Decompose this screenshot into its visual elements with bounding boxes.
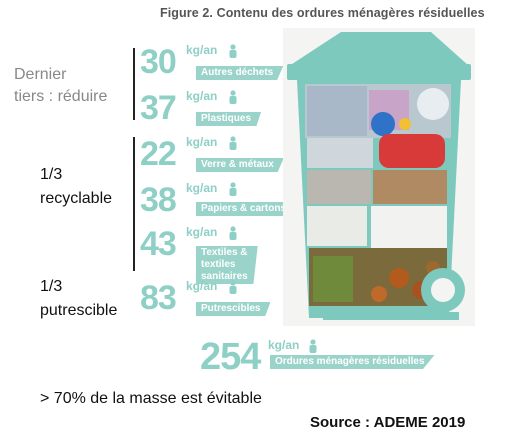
person-icon: [229, 226, 237, 240]
row-label: Putrescibles: [196, 302, 271, 316]
row-value: 30: [140, 43, 177, 81]
row-value: 22: [140, 135, 177, 173]
person-icon: [229, 136, 237, 150]
recyclable-label: recyclable: [40, 190, 113, 207]
putrescible-fraction: 1/3: [40, 278, 63, 295]
person-icon: [229, 182, 237, 196]
row-unit: kg/an: [186, 135, 218, 149]
source-credit: Source : ADEME 2019: [310, 414, 466, 431]
reduce-group-label: Dernier tiers : réduire: [14, 66, 108, 105]
row-label: Textiles & textiles sanitaires: [196, 246, 258, 284]
row-unit: kg/an: [186, 181, 218, 195]
row-label: Autres déchets: [196, 66, 284, 80]
reduce-bracket: [133, 48, 135, 120]
row-label: Papiers & cartons: [196, 202, 297, 216]
row-unit: kg/an: [186, 225, 218, 239]
row-value: 83: [140, 279, 177, 317]
row-unit: kg/an: [186, 279, 218, 293]
row-label: Verre & métaux: [196, 158, 284, 172]
recyclable-fraction: 1/3: [40, 166, 63, 183]
row-value: 43: [140, 225, 177, 263]
row-unit: kg/an: [186, 43, 218, 57]
total-unit: kg/an: [268, 338, 300, 352]
person-icon: [229, 44, 237, 58]
person-icon: [229, 280, 237, 294]
figure-title: Figure 2. Contenu des ordures ménagères …: [160, 6, 485, 20]
row-unit: kg/an: [186, 89, 218, 103]
total-label: Ordures ménagères résiduelles: [270, 355, 435, 369]
putrescible-label: putrescible: [40, 302, 118, 319]
recyclable-bracket: [133, 137, 135, 271]
total-value: 254: [200, 336, 261, 378]
row-value: 37: [140, 89, 177, 127]
trash-bin-illustration: [283, 28, 475, 326]
person-icon: [309, 339, 317, 353]
row-label: Plastiques: [196, 112, 262, 126]
person-icon: [229, 90, 237, 104]
footer-note: > 70% de la masse est évitable: [40, 390, 262, 407]
row-value: 38: [140, 181, 177, 219]
